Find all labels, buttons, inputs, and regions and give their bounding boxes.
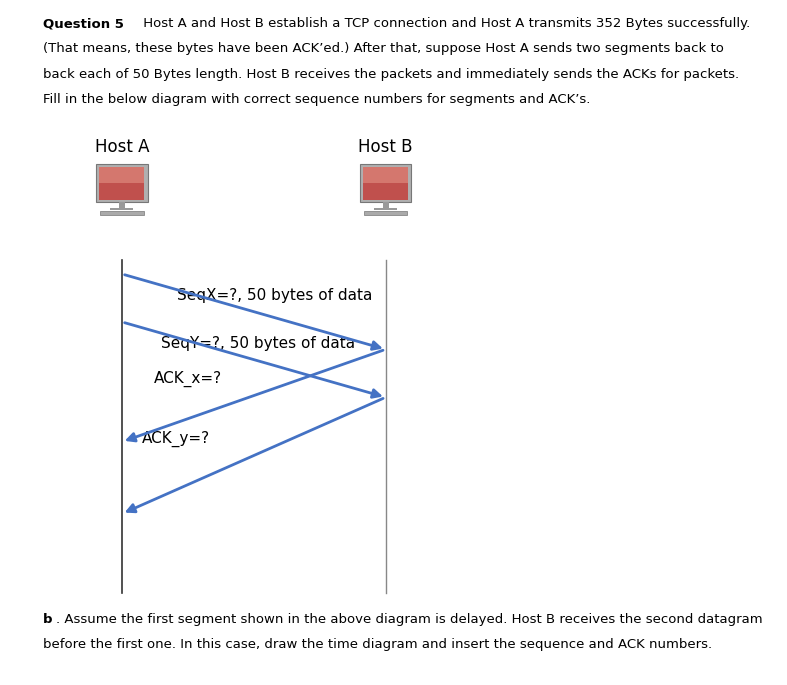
FancyBboxPatch shape	[96, 164, 148, 202]
FancyBboxPatch shape	[100, 211, 144, 215]
Text: Host A: Host A	[94, 138, 150, 156]
Bar	[374, 208, 397, 210]
FancyBboxPatch shape	[364, 211, 408, 215]
Bar	[99, 167, 145, 199]
Text: Host A and Host B establish a TCP connection and Host A transmits 352 Bytes succ: Host A and Host B establish a TCP connec…	[139, 17, 751, 30]
Text: Host B: Host B	[358, 138, 413, 156]
Bar	[363, 167, 408, 199]
Bar	[110, 208, 134, 210]
Text: (That means, these bytes have been ACK’ed.) After that, suppose Host A sends two: (That means, these bytes have been ACK’e…	[43, 42, 724, 55]
Text: ACK_y=?: ACK_y=?	[142, 431, 210, 447]
Text: . Assume the first segment shown in the above diagram is delayed. Host B receive: . Assume the first segment shown in the …	[56, 613, 763, 626]
Bar	[99, 167, 145, 184]
Text: SeqY=?, 50 bytes of data: SeqY=?, 50 bytes of data	[161, 336, 356, 351]
Text: back each of 50 Bytes length. Host B receives the packets and immediately sends : back each of 50 Bytes length. Host B rec…	[43, 68, 740, 81]
Bar	[119, 202, 125, 208]
Text: before the first one. In this case, draw the time diagram and insert the sequenc: before the first one. In this case, draw…	[43, 638, 712, 651]
Text: SeqX=?, 50 bytes of data: SeqX=?, 50 bytes of data	[177, 288, 372, 303]
FancyBboxPatch shape	[360, 164, 411, 202]
Bar	[363, 167, 408, 184]
Text: b: b	[43, 613, 53, 626]
Text: Fill in the below diagram with correct sequence numbers for segments and ACK’s.: Fill in the below diagram with correct s…	[43, 93, 591, 106]
Text: ACK_x=?: ACK_x=?	[153, 371, 222, 388]
Text: Question 5: Question 5	[43, 17, 124, 30]
Bar	[382, 202, 389, 208]
